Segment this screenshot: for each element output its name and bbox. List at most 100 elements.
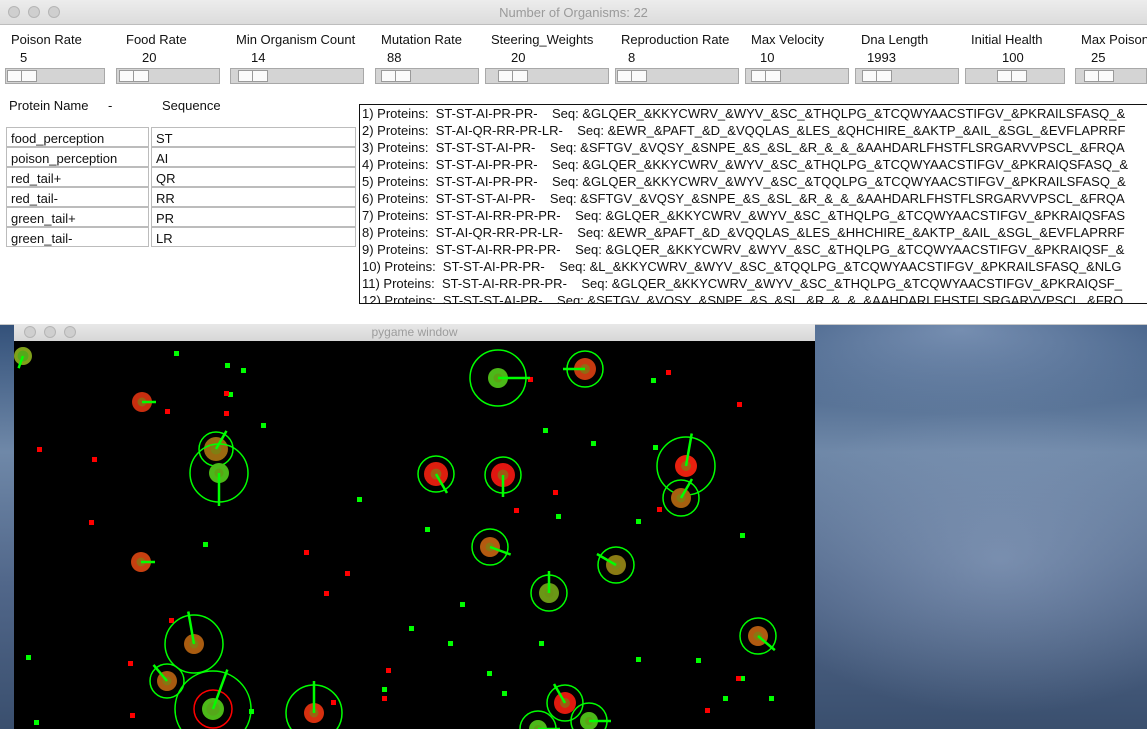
param-label: Max Poison	[1081, 32, 1147, 47]
perception-ring	[519, 710, 557, 729]
param-slider[interactable]	[230, 68, 364, 84]
protein-name-field[interactable]: red_tail+	[6, 167, 149, 187]
slider-handle[interactable]	[381, 70, 411, 82]
minimize-button[interactable]	[28, 6, 40, 18]
perception-ring	[149, 663, 185, 699]
param-slider[interactable]	[116, 68, 220, 84]
heading-line	[434, 473, 449, 494]
poison-pellet	[386, 668, 391, 673]
poison-pellet	[528, 377, 533, 382]
food-pellet	[34, 720, 39, 725]
poison-pellet	[553, 490, 558, 495]
food-pellet	[241, 368, 246, 373]
protein-name-field[interactable]: red_tail-	[6, 187, 149, 207]
protein-name-field[interactable]: green_tail-	[6, 227, 149, 247]
param-slider[interactable]	[375, 68, 479, 84]
organism-entry[interactable]: 4) Proteins: ST-ST-AI-PR-PR- Seq: &GLQER…	[362, 157, 1129, 172]
sequence-header: Sequence	[162, 98, 221, 113]
slider-handle[interactable]	[1084, 70, 1114, 82]
organism-entry[interactable]: 11) Proteins: ST-ST-AI-RR-PR-PR- Seq: &G…	[362, 276, 1122, 291]
slider-handle[interactable]	[617, 70, 647, 82]
organism-entry[interactable]: 2) Proteins: ST-AI-QR-RR-PR-LR- Seq: &EW…	[362, 123, 1126, 138]
param-slider[interactable]	[615, 68, 739, 84]
organism-list[interactable]: 1) Proteins: ST-ST-AI-PR-PR- Seq: &GLQER…	[359, 104, 1147, 304]
param-slider[interactable]	[965, 68, 1065, 84]
organism-entry[interactable]: 9) Proteins: ST-ST-AI-RR-PR-PR- Seq: &GL…	[362, 242, 1125, 257]
food-pellet	[740, 676, 745, 681]
poison-pellet	[736, 676, 741, 681]
poison-pellet	[165, 409, 170, 414]
slider-handle[interactable]	[751, 70, 781, 82]
param-food-rate: Food Rate 20	[116, 31, 226, 87]
protein-seq-field[interactable]: RR	[151, 187, 356, 207]
protein-seq-field[interactable]: ST	[151, 127, 356, 147]
perception-ring	[597, 546, 635, 584]
param-slider[interactable]	[1075, 68, 1147, 84]
organism-entry[interactable]: 12) Proteins: ST-ST-ST-AI-PR- Seq: &SFTG…	[362, 293, 1124, 304]
pygame-title-bar[interactable]: pygame window	[14, 324, 815, 341]
slider-handle[interactable]	[997, 70, 1027, 82]
protein-name-field[interactable]: green_tail+	[6, 207, 149, 227]
poison-pellet	[382, 696, 387, 701]
food-pellet	[591, 441, 596, 446]
poison-pellet	[224, 391, 229, 396]
param-label: Reproduction Rate	[621, 32, 730, 47]
param-label: Food Rate	[126, 32, 187, 47]
param-slider[interactable]	[485, 68, 609, 84]
pygame-title: pygame window	[371, 325, 458, 339]
pygame-minimize-button[interactable]	[44, 326, 56, 338]
pygame-close-button[interactable]	[24, 326, 36, 338]
food-pellet	[636, 519, 641, 524]
food-pellet	[723, 696, 728, 701]
heading-line	[489, 545, 512, 556]
pygame-window[interactable]: pygame window	[14, 324, 815, 729]
protein-seq-field[interactable]: AI	[151, 147, 356, 167]
organism-entry[interactable]: 3) Proteins: ST-ST-ST-AI-PR- Seq: &SFTGV…	[362, 140, 1125, 155]
pygame-zoom-button[interactable]	[64, 326, 76, 338]
param-initial-health: Initial Health 100	[965, 31, 1071, 87]
param-label: Steering_Weights	[491, 32, 594, 47]
protein-seq-field[interactable]: LR	[151, 227, 356, 247]
slider-handle[interactable]	[7, 70, 37, 82]
slider-handle[interactable]	[862, 70, 892, 82]
organism-entry[interactable]: 8) Proteins: ST-AI-QR-RR-PR-LR- Seq: &EW…	[362, 225, 1125, 240]
close-button[interactable]	[8, 6, 20, 18]
organism-entry[interactable]: 10) Proteins: ST-ST-AI-PR-PR- Seq: &L_&K…	[362, 259, 1122, 274]
param-slider[interactable]	[5, 68, 105, 84]
food-pellet	[543, 428, 548, 433]
organism-entry[interactable]: 6) Proteins: ST-ST-ST-AI-PR- Seq: &SFTGV…	[362, 191, 1125, 206]
simulation-canvas[interactable]	[14, 341, 815, 729]
food-pellet	[460, 602, 465, 607]
slider-handle[interactable]	[119, 70, 149, 82]
param-slider[interactable]	[745, 68, 849, 84]
param-slider[interactable]	[855, 68, 959, 84]
main-window: Number of Organisms: 22 Poison Rate 5 Fo…	[0, 0, 1147, 325]
poison-pellet	[304, 550, 309, 555]
param-label: Max Velocity	[751, 32, 824, 47]
perception-ring	[546, 684, 584, 722]
poison-pellet	[331, 700, 336, 705]
organism-entry[interactable]: 1) Proteins: ST-ST-AI-PR-PR- Seq: &GLQER…	[362, 106, 1126, 121]
poison-pellet	[224, 411, 229, 416]
protein-name-field[interactable]: poison_perception	[6, 147, 149, 167]
param-reproduction-rate: Reproduction Rate 8	[615, 31, 741, 87]
organism-entry[interactable]: 5) Proteins: ST-ST-AI-PR-PR- Seq: &GLQER…	[362, 174, 1126, 189]
perception-ring	[417, 455, 455, 493]
zoom-button[interactable]	[48, 6, 60, 18]
organism-entry[interactable]: 7) Proteins: ST-ST-AI-RR-PR-PR- Seq: &GL…	[362, 208, 1126, 223]
organism-body	[529, 720, 547, 729]
param-label: Mutation Rate	[381, 32, 462, 47]
protein-name-field[interactable]: food_perception	[6, 127, 149, 147]
food-pellet	[409, 626, 414, 631]
poison-pellet	[130, 713, 135, 718]
protein-seq-field[interactable]: QR	[151, 167, 356, 187]
heading-line	[17, 355, 25, 369]
param-value: 100	[1002, 50, 1024, 65]
title-bar[interactable]: Number of Organisms: 22	[0, 0, 1147, 25]
protein-seq-field[interactable]: PR	[151, 207, 356, 227]
food-pellet	[556, 514, 561, 519]
slider-handle[interactable]	[238, 70, 268, 82]
poison-pellet	[169, 618, 174, 623]
slider-handle[interactable]	[498, 70, 528, 82]
poison-pellet	[89, 520, 94, 525]
